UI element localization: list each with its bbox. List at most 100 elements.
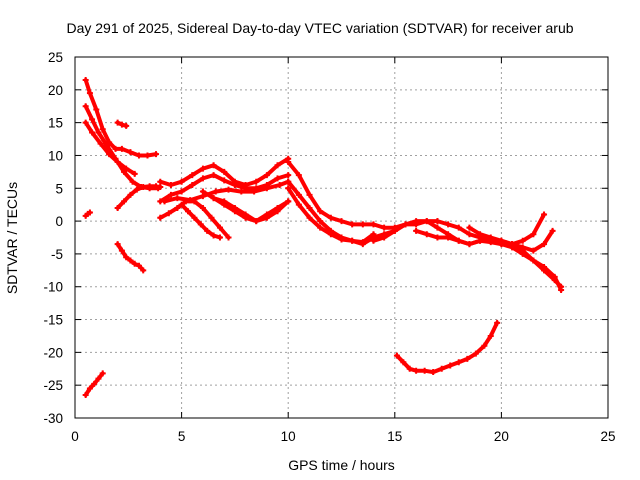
data-point [438, 365, 445, 372]
data-point [133, 186, 140, 193]
data-point [530, 247, 537, 254]
data-point [178, 188, 185, 195]
y-tick-label: 5 [55, 181, 63, 196]
data-point [89, 129, 96, 136]
data-point [327, 214, 334, 221]
data-point [153, 151, 160, 158]
data-point [114, 159, 121, 166]
data-point [551, 273, 558, 280]
data-point [135, 152, 142, 159]
data-point [472, 350, 479, 357]
data-point [199, 204, 206, 211]
data-point [276, 181, 283, 188]
data-point [413, 367, 420, 374]
data-point [82, 103, 89, 110]
data-point [274, 175, 281, 182]
data-point [445, 234, 452, 241]
y-tick-label: -30 [43, 411, 63, 426]
data-point [445, 221, 452, 228]
data-point [338, 236, 345, 243]
data-point [381, 224, 388, 231]
data-point [225, 186, 232, 193]
data-point [530, 231, 537, 238]
series-track-18 [285, 185, 377, 246]
data-point [423, 218, 430, 225]
data-point [263, 185, 270, 192]
data-point [509, 241, 516, 248]
axis-ticks: 0 5 10 15 20 25 -30 -25 -20 -15 -10 -5 0 5 10 15 20 25 [43, 50, 615, 444]
data-point [129, 178, 136, 185]
data-point [167, 191, 174, 198]
data-point [306, 214, 313, 221]
x-tick-label: 20 [494, 429, 509, 444]
data-point [114, 119, 121, 126]
data-point [274, 162, 281, 169]
data-point [127, 149, 134, 156]
data-point [112, 145, 119, 152]
data-point [487, 234, 494, 241]
data-point [118, 247, 125, 254]
data-point [251, 188, 258, 195]
y-tick-label: 10 [48, 148, 63, 163]
data-point [95, 129, 102, 136]
data-point [103, 142, 110, 149]
data-point [208, 214, 215, 221]
data-point [306, 204, 313, 211]
data-point [210, 195, 217, 202]
y-tick-label: 25 [48, 50, 63, 65]
data-point [216, 224, 223, 231]
data-point [455, 359, 462, 366]
data-point [391, 227, 398, 234]
x-tick-label: 0 [71, 429, 79, 444]
data-point [466, 241, 473, 248]
data-point [174, 195, 181, 202]
data-point [182, 198, 189, 205]
data-point [494, 319, 501, 326]
series-track-5 [82, 209, 93, 219]
series-line [211, 196, 291, 224]
y-tick-label: 15 [48, 116, 63, 131]
data-point [210, 172, 217, 179]
data-point [189, 181, 196, 188]
data-point [210, 232, 217, 239]
data-point [97, 140, 104, 147]
data-point [477, 231, 484, 238]
plot-frame [74, 56, 609, 419]
data-point [204, 227, 211, 234]
series-track-22 [466, 224, 556, 254]
data-point [93, 106, 100, 113]
data-point [317, 218, 324, 225]
data-point [338, 218, 345, 225]
data-point [178, 201, 185, 208]
data-point [216, 234, 223, 241]
data-point [370, 221, 377, 228]
series-track-9 [157, 155, 292, 188]
data-point [402, 221, 409, 228]
x-tick-label: 15 [387, 429, 402, 444]
data-point [253, 178, 260, 185]
data-point [99, 370, 106, 377]
y-tick-label: -20 [43, 345, 63, 360]
x-tick-label: 5 [178, 429, 186, 444]
data-point [114, 204, 121, 211]
data-point [210, 162, 217, 169]
data-point [541, 264, 548, 271]
data-point [123, 122, 130, 129]
data-point [82, 76, 89, 83]
data-point [121, 168, 128, 175]
data-point [99, 126, 106, 133]
data-point [197, 221, 204, 228]
data-point [541, 241, 548, 248]
data-point [306, 191, 313, 198]
data-point [135, 262, 142, 269]
data-point [430, 369, 437, 376]
data-point [359, 239, 366, 246]
data-point [86, 209, 93, 216]
data-point [295, 191, 302, 198]
data-point [191, 198, 198, 205]
data-point [231, 181, 238, 188]
data-point [481, 342, 488, 349]
data-point [423, 231, 430, 238]
data-point [274, 208, 281, 215]
